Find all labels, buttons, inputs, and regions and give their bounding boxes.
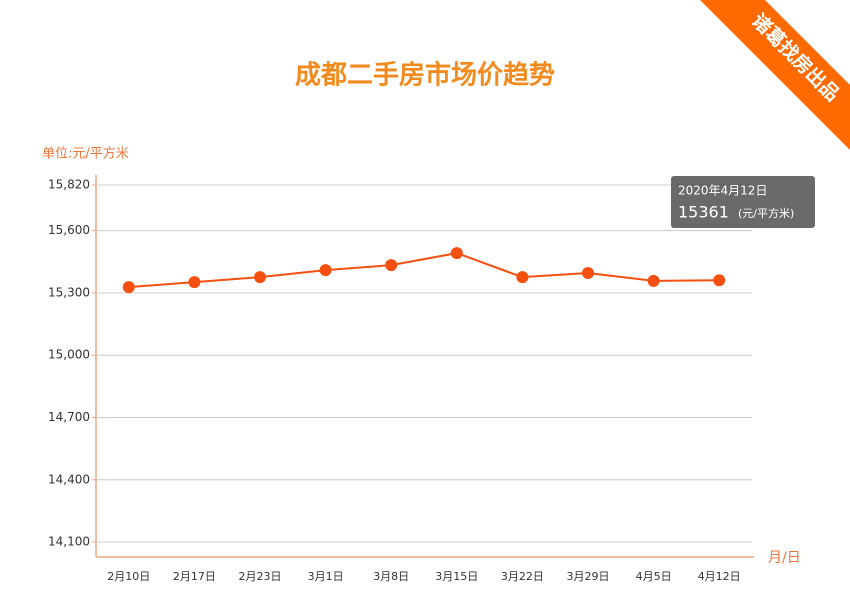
y-tick-label: 15,600	[48, 223, 90, 237]
point	[385, 259, 398, 272]
x-tick-label: 3月15日	[435, 570, 478, 583]
x-tick-label: 3月22日	[501, 570, 544, 583]
x-tick-label: 4月5日	[636, 570, 672, 583]
x-axis-label: 月/日	[768, 550, 801, 566]
point	[319, 264, 332, 277]
x-tick-label: 2月10日	[107, 570, 150, 583]
y-tick-label: 14,700	[48, 410, 90, 424]
tooltip-unit: (元/平方米)	[738, 206, 794, 220]
x-tick-label: 3月29日	[567, 570, 610, 583]
y-tick-label: 14,400	[48, 472, 90, 486]
point	[713, 274, 726, 287]
tooltip-title: 2020年4月12日	[678, 184, 767, 198]
y-tick-label: 15,820	[48, 178, 90, 192]
y-axis-label: 单位:元/平方米	[42, 146, 129, 162]
y-tick-label: 15,300	[48, 285, 90, 299]
y-tick-label: 15,000	[48, 348, 90, 362]
point	[647, 274, 660, 287]
point	[582, 267, 594, 280]
chart-title: 成都二手房市场价趋势	[295, 60, 555, 91]
point	[254, 271, 266, 284]
line	[128, 252, 720, 289]
x-tick-label: 3月8日	[373, 570, 409, 583]
x-tick-label: 4月12日	[698, 570, 741, 583]
point	[516, 271, 529, 284]
x-tick-label: 2月23日	[239, 570, 282, 583]
tooltip-box	[671, 176, 815, 228]
x-tick-label: 2月17日	[173, 570, 216, 583]
y-tick-label: 14,100	[48, 535, 90, 549]
badge-ribbon	[700, 0, 850, 150]
point	[450, 247, 463, 260]
point	[122, 281, 135, 294]
point	[188, 276, 201, 289]
tooltip-value: 15361	[678, 203, 729, 222]
x-tick-label: 3月1日	[308, 570, 344, 583]
